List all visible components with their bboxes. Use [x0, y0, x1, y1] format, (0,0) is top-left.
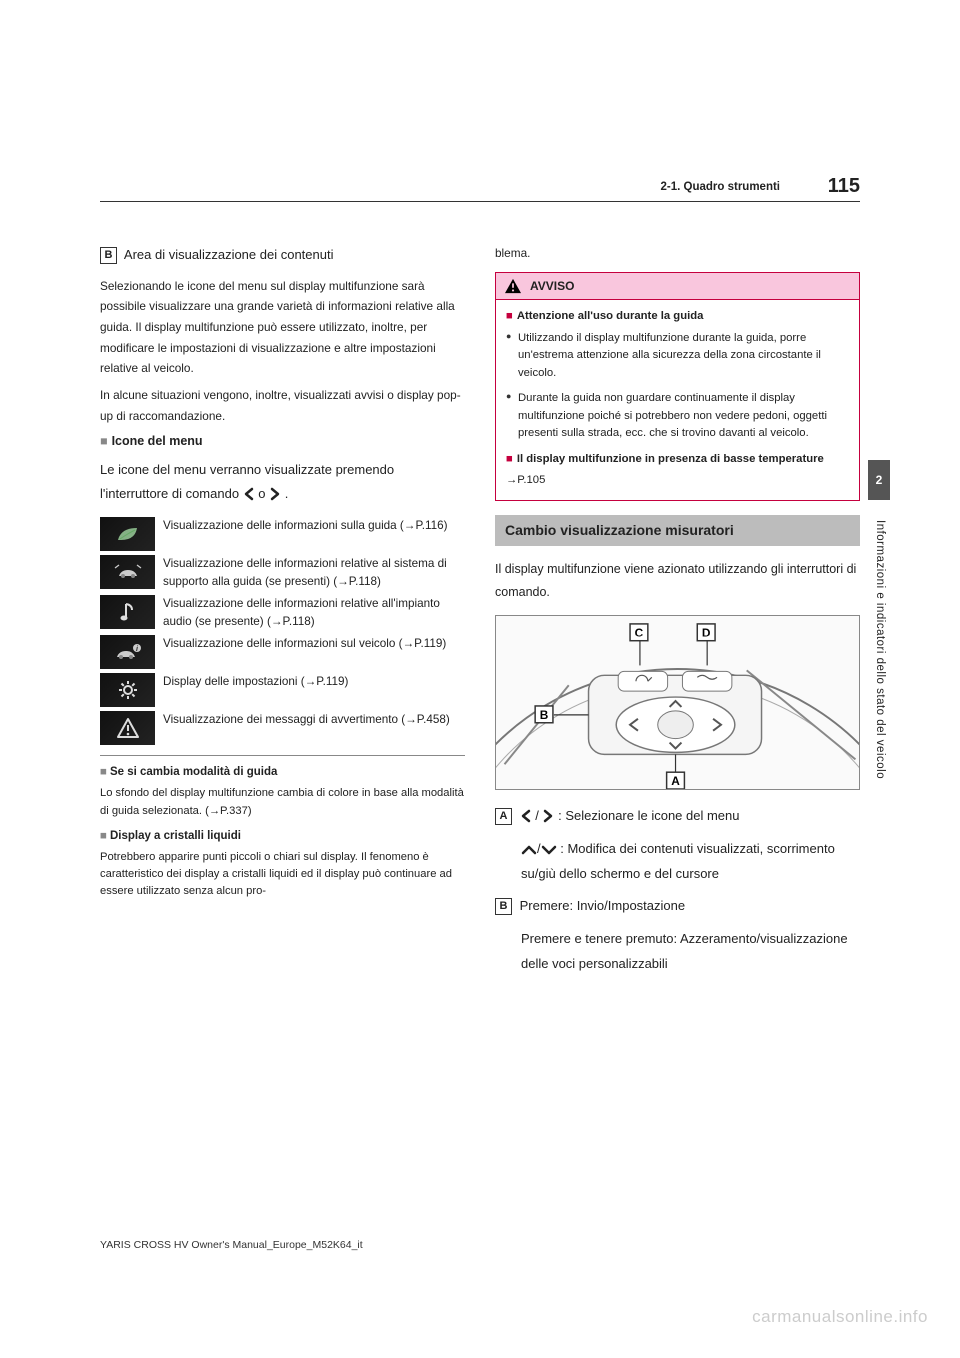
svg-text:D: D — [702, 626, 711, 640]
label-box-a: A — [495, 808, 512, 825]
square-bullet-icon: ■ — [506, 310, 513, 322]
chapter-tab: 2 — [868, 460, 890, 500]
warning-subheading-2: ■ Il display multifunzione in presenza di… — [506, 451, 849, 469]
leaf-icon — [100, 517, 155, 551]
menu-icons-heading-text: Icone del menu — [112, 434, 203, 448]
svg-text:A: A — [671, 774, 680, 788]
menu-icons-heading: ■ Icone del menu — [100, 432, 465, 451]
table-row: Visualizzazione delle informazioni relat… — [100, 553, 465, 593]
warning-icon — [504, 278, 522, 294]
page-header: 2-1. Quadro strumenti 115 — [100, 195, 860, 202]
warning-subheading-1-text: Attenzione all'uso durante la guida — [517, 310, 704, 322]
warning-subheading-1: ■ Attenzione all'uso durante la guida — [506, 308, 849, 326]
item-b-sub-line: Premere e tenere premuto: Azzeramento/vi… — [495, 927, 860, 976]
warning-box: AVVISO ■ Attenzione all'uso durante la gu… — [495, 272, 860, 501]
footer-text: YARIS CROSS HV Owner's Manual_Europe_M52… — [100, 1237, 363, 1253]
chevron-down-wide-icon — [541, 844, 557, 856]
section-intro: Il display multifunzione viene azionato … — [495, 558, 860, 606]
icon-desc: Visualizzazione delle informazioni sul v… — [163, 633, 465, 671]
right-column: blema. AVVISO ■ Attenzione all'uso durant… — [495, 243, 860, 984]
lcd-heading: ■Display a cristalli liquidi — [100, 828, 465, 846]
table-row: i Visualizzazione delle informazioni sul… — [100, 633, 465, 671]
table-row: Visualizzazione delle informazioni relat… — [100, 593, 465, 633]
warning-ref: →P.105 — [506, 472, 849, 490]
car-assist-icon — [100, 555, 155, 589]
chevron-right-icon — [269, 487, 281, 501]
warning-body: ■ Attenzione all'uso durante la guida Uti… — [496, 300, 859, 500]
chevron-left-icon — [243, 487, 255, 501]
page-number: 115 — [828, 171, 860, 202]
gear-icon — [100, 673, 155, 707]
content-columns: B Area di visualizzazione dei contenuti … — [100, 243, 860, 984]
icon-desc: Visualizzazione delle informazioni sulla… — [163, 515, 465, 553]
svg-text:B: B — [540, 708, 549, 722]
menu-icon-table: Visualizzazione delle informazioni sulla… — [100, 515, 465, 748]
square-bullet-icon: ■ — [506, 453, 513, 465]
icon-desc: Display delle impostazioni (→P.119) — [163, 671, 465, 709]
table-row: Visualizzazione dei messaggi di avvertim… — [100, 709, 465, 747]
music-note-icon — [100, 595, 155, 629]
item-b-text: Premere: Invio/Impostazione — [520, 898, 685, 913]
item-a-line: A / : Selezionare le icone del menu — [495, 804, 860, 829]
divider — [100, 755, 465, 756]
icon-desc: Visualizzazione dei messaggi di avvertim… — [163, 709, 465, 747]
label-box-b: B — [495, 898, 512, 915]
label-box-b: B — [100, 247, 117, 264]
menu-icons-paragraph: Le icone del menu verranno visualizzate … — [100, 458, 465, 507]
side-chapter-label: Informazioni e indicatori dello stato de… — [870, 520, 888, 920]
warning-title-text: AVVISO — [530, 277, 574, 296]
warning-title-bar: AVVISO — [496, 273, 859, 301]
menu-p-dot: . — [285, 486, 289, 501]
slash-text: / — [535, 808, 542, 823]
chevron-up-wide-icon — [521, 844, 537, 856]
section-label: 2-1. Quadro strumenti — [661, 179, 781, 197]
table-row: Display delle impostazioni (→P.119) — [100, 671, 465, 709]
icon-desc: Visualizzazione delle informazioni relat… — [163, 553, 465, 593]
chevron-right-icon — [542, 809, 554, 823]
steering-diagram: C D B A — [495, 615, 860, 790]
item-b-line: B Premere: Invio/Impostazione — [495, 894, 860, 919]
drive-mode-paragraph: Lo sfondo del display multifunzione camb… — [100, 785, 465, 820]
car-info-icon: i — [100, 635, 155, 669]
left-column: B Area di visualizzazione dei contenuti … — [100, 243, 465, 984]
lcd-heading-text: Display a cristalli liquidi — [110, 830, 241, 842]
drive-mode-heading-text: Se si cambia modalità di guida — [110, 766, 277, 778]
warning-triangle-icon — [100, 711, 155, 745]
icon-desc: Visualizzazione delle informazioni relat… — [163, 593, 465, 633]
item-a-text: : Selezionare le icone del menu — [558, 808, 739, 823]
menu-p-o: o — [258, 486, 269, 501]
item-a-sub-text: : Modifica dei contenuti visualizzati, s… — [521, 841, 835, 881]
warning-bullet: Utilizzando il display multifunzione dur… — [506, 330, 849, 383]
chevron-left-icon — [520, 809, 532, 823]
drive-mode-heading: ■Se si cambia modalità di guida — [100, 764, 465, 782]
intro-paragraph-2: In alcune situazioni vengono, inoltre, v… — [100, 385, 465, 426]
svg-text:C: C — [635, 626, 644, 640]
warning-bullet: Durante la guida non guardare continuame… — [506, 390, 849, 443]
item-a-sub-line: / : Modifica dei contenuti visualizzati,… — [495, 837, 860, 886]
area-b-text: Area di visualizzazione dei contenuti — [124, 247, 334, 262]
intro-paragraph-1: Selezionando le icone del menu sul displ… — [100, 276, 465, 379]
warning-subheading-2-text: Il display multifunzione in presenza di … — [517, 453, 824, 465]
square-bullet-icon: ■ — [100, 830, 107, 842]
area-b-line: B Area di visualizzazione dei contenuti — [100, 243, 465, 268]
lcd-paragraph: Potrebbero apparire punti piccoli o chia… — [100, 849, 465, 901]
continued-text: blema. — [495, 243, 860, 264]
square-bullet-icon: ■ — [100, 766, 107, 778]
watermark: carmanualsonline.info — [752, 1304, 928, 1330]
page: 2-1. Quadro strumenti 115 2 Informazioni… — [0, 0, 960, 1358]
square-bullet-icon: ■ — [100, 434, 108, 448]
table-row: Visualizzazione delle informazioni sulla… — [100, 515, 465, 553]
section-heading-bar: Cambio visualizzazione misuratori — [495, 515, 860, 546]
